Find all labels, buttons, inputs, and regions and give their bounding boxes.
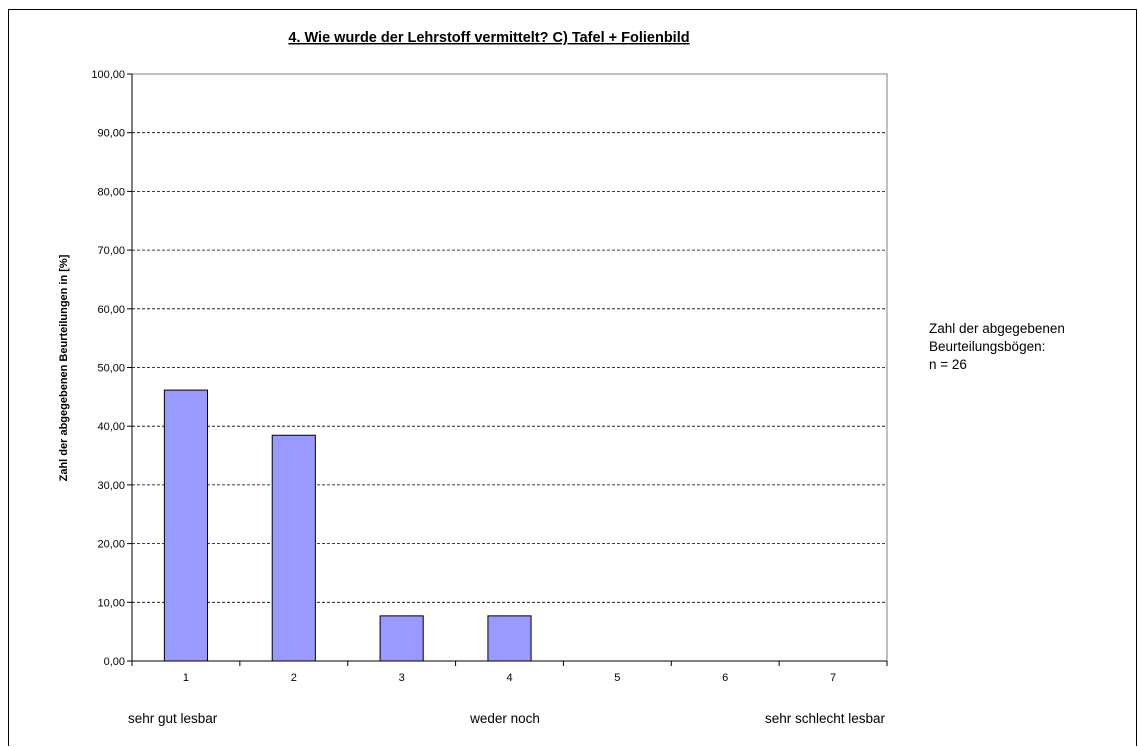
bar-4 xyxy=(487,615,532,662)
y-tick-label: 60,00 xyxy=(97,304,125,316)
chart-title: 4. Wie wurde der Lehrstoff vermittelt? C… xyxy=(288,30,689,46)
x-tick-label: 6 xyxy=(722,672,728,684)
sample-size-note-line1: Zahl der abgegebenen xyxy=(929,321,1065,336)
sample-size-note-line3: n = 26 xyxy=(929,357,967,372)
y-tick-label: 80,00 xyxy=(97,186,125,198)
bar-2 xyxy=(271,434,316,662)
x-tick-label: 3 xyxy=(399,672,405,684)
gridlines xyxy=(132,73,887,603)
y-tick-labels: 0,00 10,00 20,00 30,00 40,00 50,00 60,00 70,00 8… xyxy=(91,69,125,668)
x-tick-label: 5 xyxy=(614,672,620,684)
y-tick-label: 10,00 xyxy=(97,597,125,609)
y-axis-label: Zahl der abgegebenen Beurteilungen in [%… xyxy=(58,254,70,481)
y-tick-label: 20,00 xyxy=(97,539,125,551)
x-scale-label-neutral: weder noch xyxy=(469,711,540,726)
bars xyxy=(163,389,532,662)
y-tick-label: 40,00 xyxy=(97,421,125,433)
bar-3 xyxy=(379,615,424,662)
x-scale-label-good: sehr gut lesbar xyxy=(128,711,218,726)
x-tick-labels: 1 2 3 4 5 6 7 xyxy=(183,672,836,684)
bar-1 xyxy=(163,389,209,662)
axes xyxy=(127,73,888,666)
x-tick-label: 4 xyxy=(506,672,512,684)
y-tick-label: 70,00 xyxy=(97,245,125,257)
y-tick-label: 90,00 xyxy=(97,128,125,140)
y-tick-label: 50,00 xyxy=(97,363,125,375)
y-tick-label: 0,00 xyxy=(104,656,125,668)
x-tick-label: 7 xyxy=(830,672,836,684)
x-tick-label: 2 xyxy=(291,672,297,684)
y-tick-label: 100,00 xyxy=(91,69,125,81)
x-tick-label: 1 xyxy=(183,672,189,684)
y-tick-label: 30,00 xyxy=(97,480,125,492)
x-scale-label-bad: sehr schlecht lesbar xyxy=(765,711,886,726)
sample-size-note-line2: Beurteilungsbögen: xyxy=(929,339,1045,354)
